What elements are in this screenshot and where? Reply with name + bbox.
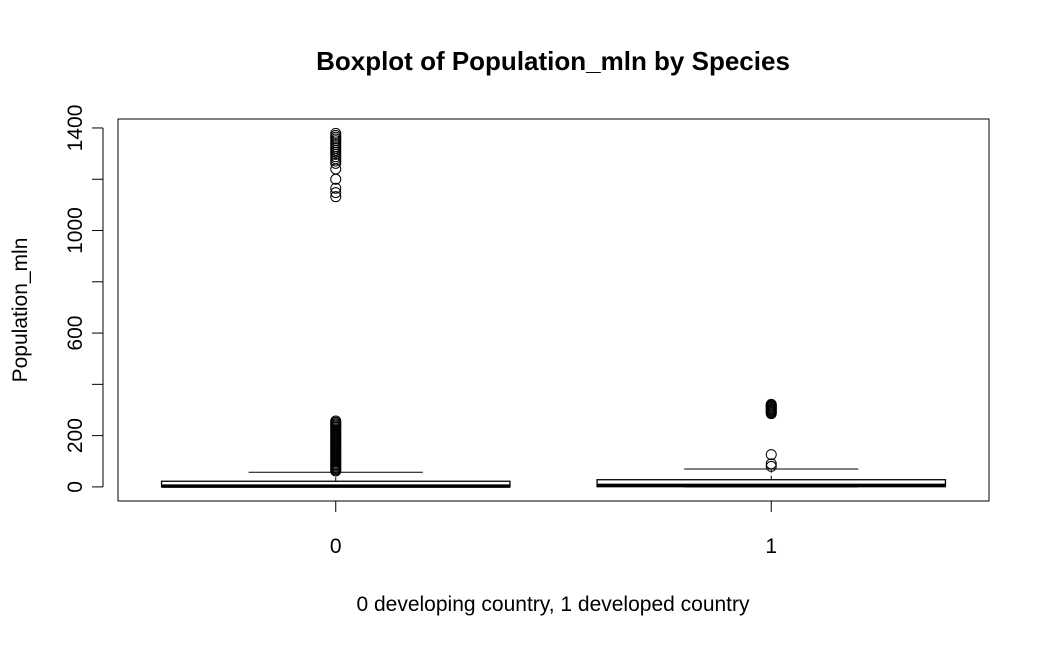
box-group-1: [596, 398, 947, 488]
box-group-0: [160, 127, 511, 488]
outlier-point: [330, 187, 342, 199]
y-tick-label: 1000: [64, 207, 87, 254]
y-axis-label: Population_mln: [9, 238, 32, 383]
outlier-point: [330, 157, 342, 169]
outlier-point: [765, 458, 777, 470]
outlier-point: [330, 155, 342, 167]
plot-frame: [117, 118, 990, 502]
x-axis-label: 0 developing country, 1 developed countr…: [356, 593, 750, 616]
outlier-point: [330, 148, 342, 160]
outlier-point: [330, 465, 342, 477]
x-tick-label: 1: [765, 535, 777, 558]
outlier-point: [330, 182, 342, 194]
outlier-point: [765, 408, 777, 420]
chart-title: Boxplot of Population_mln by Species: [316, 46, 790, 76]
y-tick-label: 600: [64, 316, 87, 351]
outlier-point: [330, 191, 342, 203]
y-tick-label: 0: [64, 481, 87, 493]
outlier-point: [330, 163, 342, 175]
x-tick-label: 0: [330, 535, 342, 558]
plot-content: [160, 127, 947, 488]
outlier-point: [765, 460, 777, 472]
y-tick-label: 200: [64, 418, 87, 453]
outlier-point: [330, 173, 342, 185]
outlier-point: [765, 449, 777, 461]
y-tick-label: 1400: [64, 105, 87, 152]
y-axis: 0 200 600 1000 1400: [64, 105, 104, 493]
